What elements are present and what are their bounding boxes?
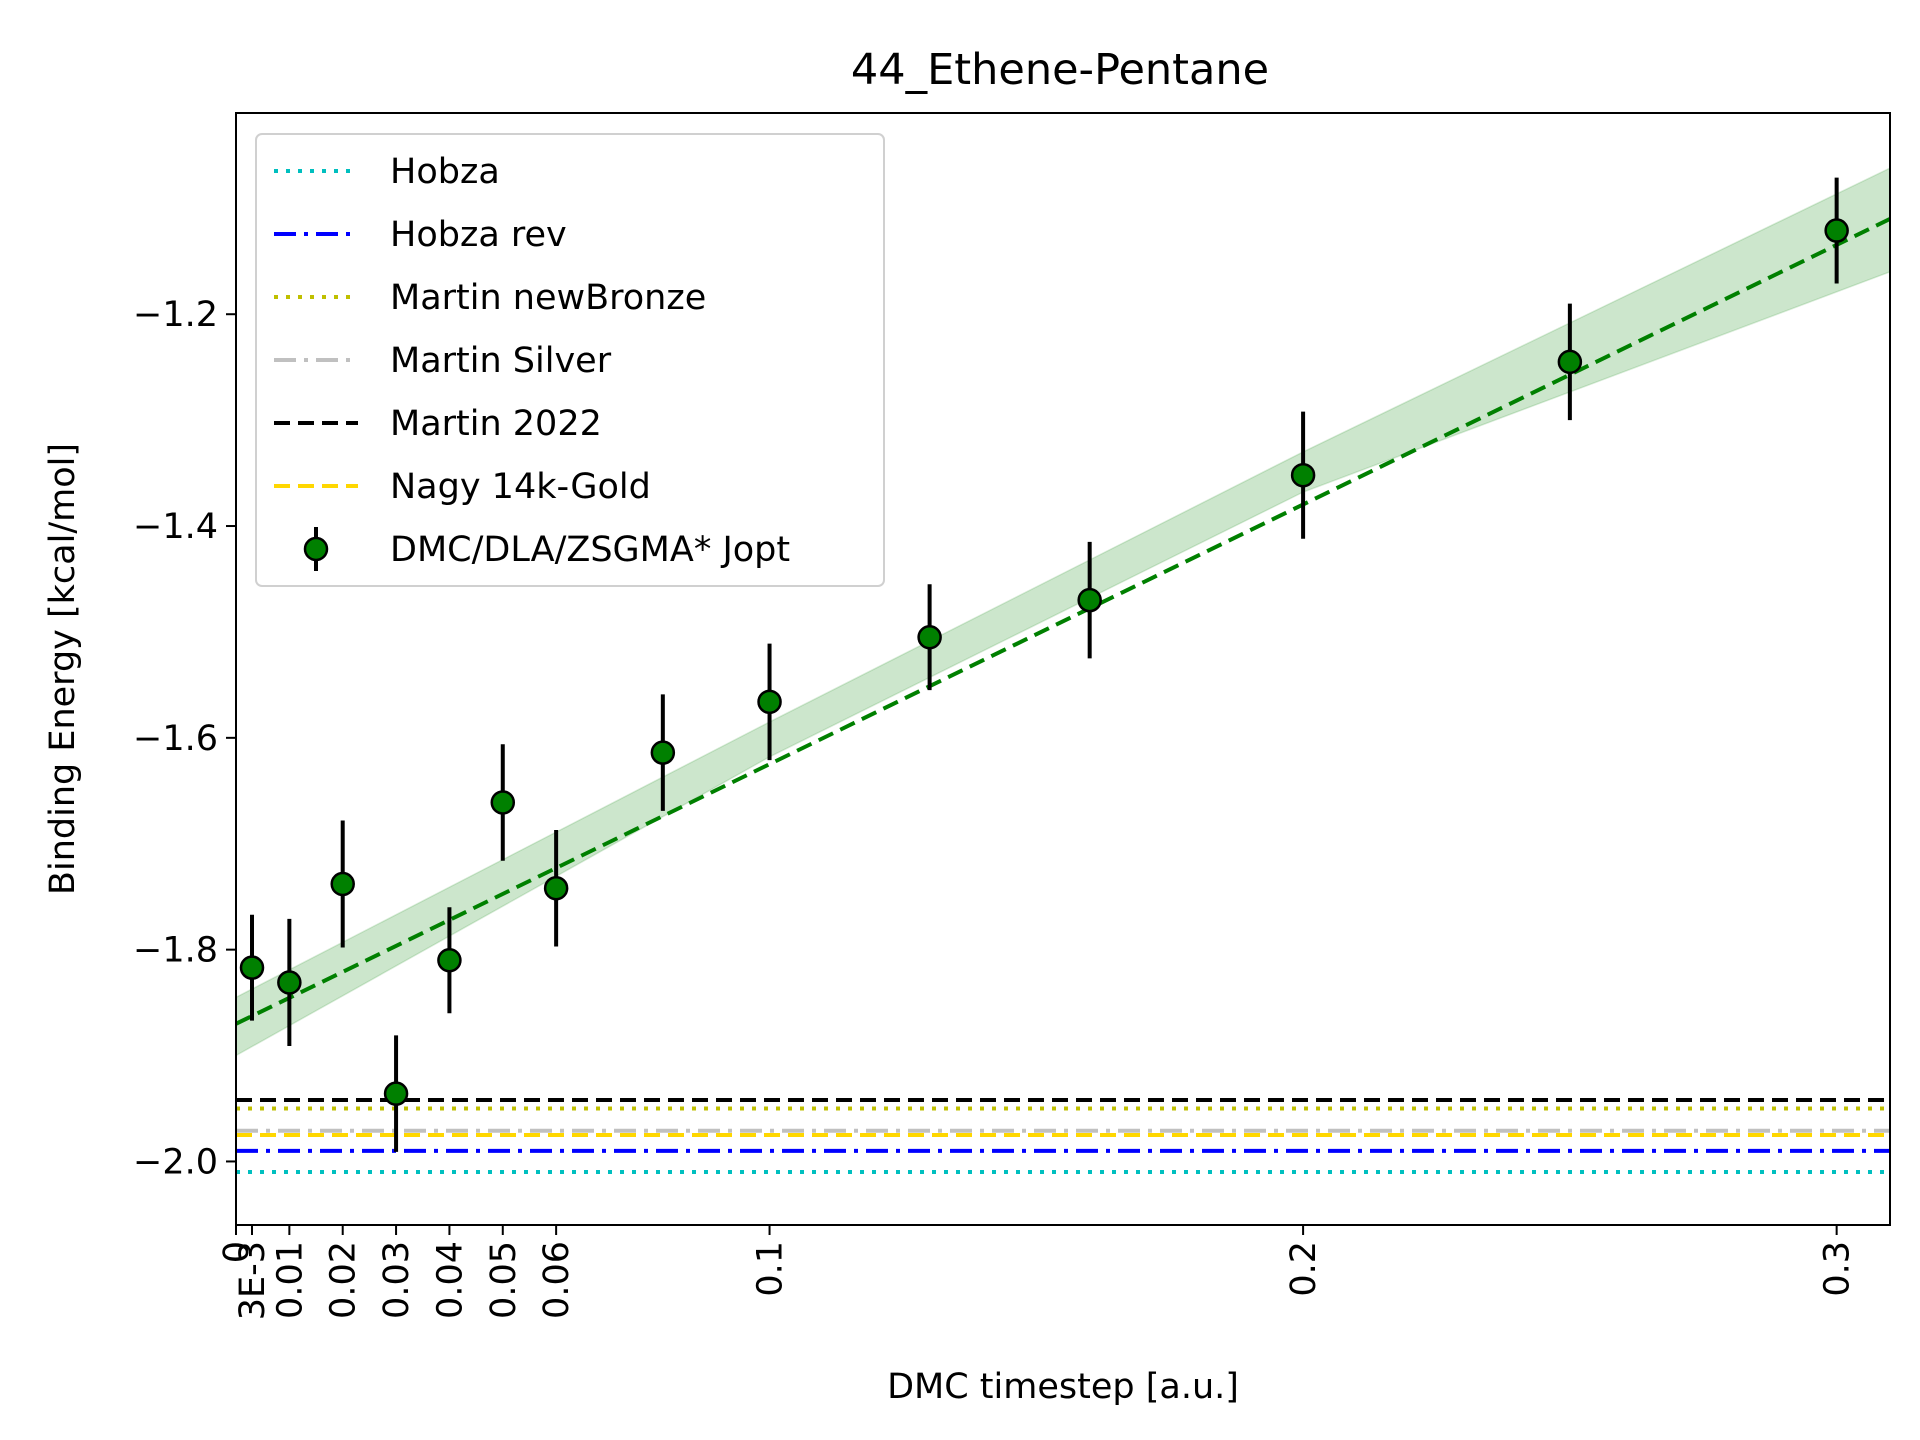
x-axis-label: DMC timestep [a.u.] bbox=[887, 1367, 1239, 1407]
y-tick-label: −1.8 bbox=[133, 931, 218, 971]
legend-label: Martin 2022 bbox=[390, 404, 602, 444]
legend-label: Martin newBronze bbox=[390, 278, 706, 318]
x-tick-label: 0.05 bbox=[484, 1241, 524, 1319]
legend-marker bbox=[303, 536, 329, 562]
x-tick-label: 0 bbox=[217, 1241, 257, 1263]
data-point-6 bbox=[543, 875, 569, 901]
y-axis-label: Binding Energy [kcal/mol] bbox=[43, 443, 83, 895]
x-tick-label: 0.03 bbox=[377, 1241, 417, 1319]
x-tick-label: 0.01 bbox=[270, 1241, 310, 1319]
legend-label: Martin Silver bbox=[390, 341, 612, 381]
data-point-3 bbox=[383, 1081, 409, 1106]
y-tick-label: −2.0 bbox=[133, 1142, 218, 1182]
x-tick-label: 0.2 bbox=[1284, 1241, 1324, 1297]
data-point-13 bbox=[1824, 218, 1849, 243]
data-point-9 bbox=[917, 624, 942, 650]
data-point-0 bbox=[239, 955, 265, 980]
data-point-12 bbox=[1557, 349, 1583, 375]
plot-frame bbox=[235, 112, 1891, 1226]
data-point-8 bbox=[757, 689, 782, 715]
x-tick-label: 0.04 bbox=[430, 1241, 470, 1319]
x-tick-label: 0.02 bbox=[324, 1241, 364, 1319]
legend-label: Hobza bbox=[390, 152, 500, 192]
y-tick-label: −1.6 bbox=[133, 719, 218, 759]
y-tick-label: −1.2 bbox=[133, 295, 218, 335]
fit-line bbox=[236, 217, 1890, 1026]
fit-confidence-band bbox=[236, 167, 1890, 1057]
legend-label: Hobza rev bbox=[390, 215, 567, 255]
legend-box bbox=[255, 133, 885, 587]
x-tick-label: 0.3 bbox=[1818, 1241, 1858, 1297]
data-point-10 bbox=[1077, 587, 1102, 613]
data-point-5 bbox=[490, 790, 516, 815]
x-axis: 03E-30.01 0.02 0.03 0.04 0.05 0.06 0.1 0.2 0.3 bbox=[217, 1225, 1858, 1320]
legend-label: DMC/DLA/ZSGMA* Jopt bbox=[390, 530, 790, 570]
data-point-2 bbox=[330, 871, 355, 897]
data-point-7 bbox=[650, 740, 676, 765]
x-tick-label: 0.1 bbox=[751, 1241, 791, 1297]
data-point-4 bbox=[437, 947, 462, 973]
data-point-11 bbox=[1290, 462, 1316, 488]
data-point-1 bbox=[277, 970, 302, 995]
plot-area bbox=[236, 167, 1890, 1175]
y-tick-label: −1.4 bbox=[133, 507, 218, 547]
legend-label: Nagy 14k-Gold bbox=[390, 467, 651, 507]
x-tick-label: 3E-3 bbox=[233, 1241, 273, 1320]
x-tick-label: 0.06 bbox=[537, 1241, 577, 1319]
y-axis: −2.0 −1.8 −1.6 −1.4 −1.2 bbox=[133, 295, 236, 1182]
chart-title: 44_Ethene-Pentane bbox=[851, 45, 1269, 95]
legend: Hobza Hobza rev Martin newBronze Martin Sil… bbox=[255, 133, 885, 587]
